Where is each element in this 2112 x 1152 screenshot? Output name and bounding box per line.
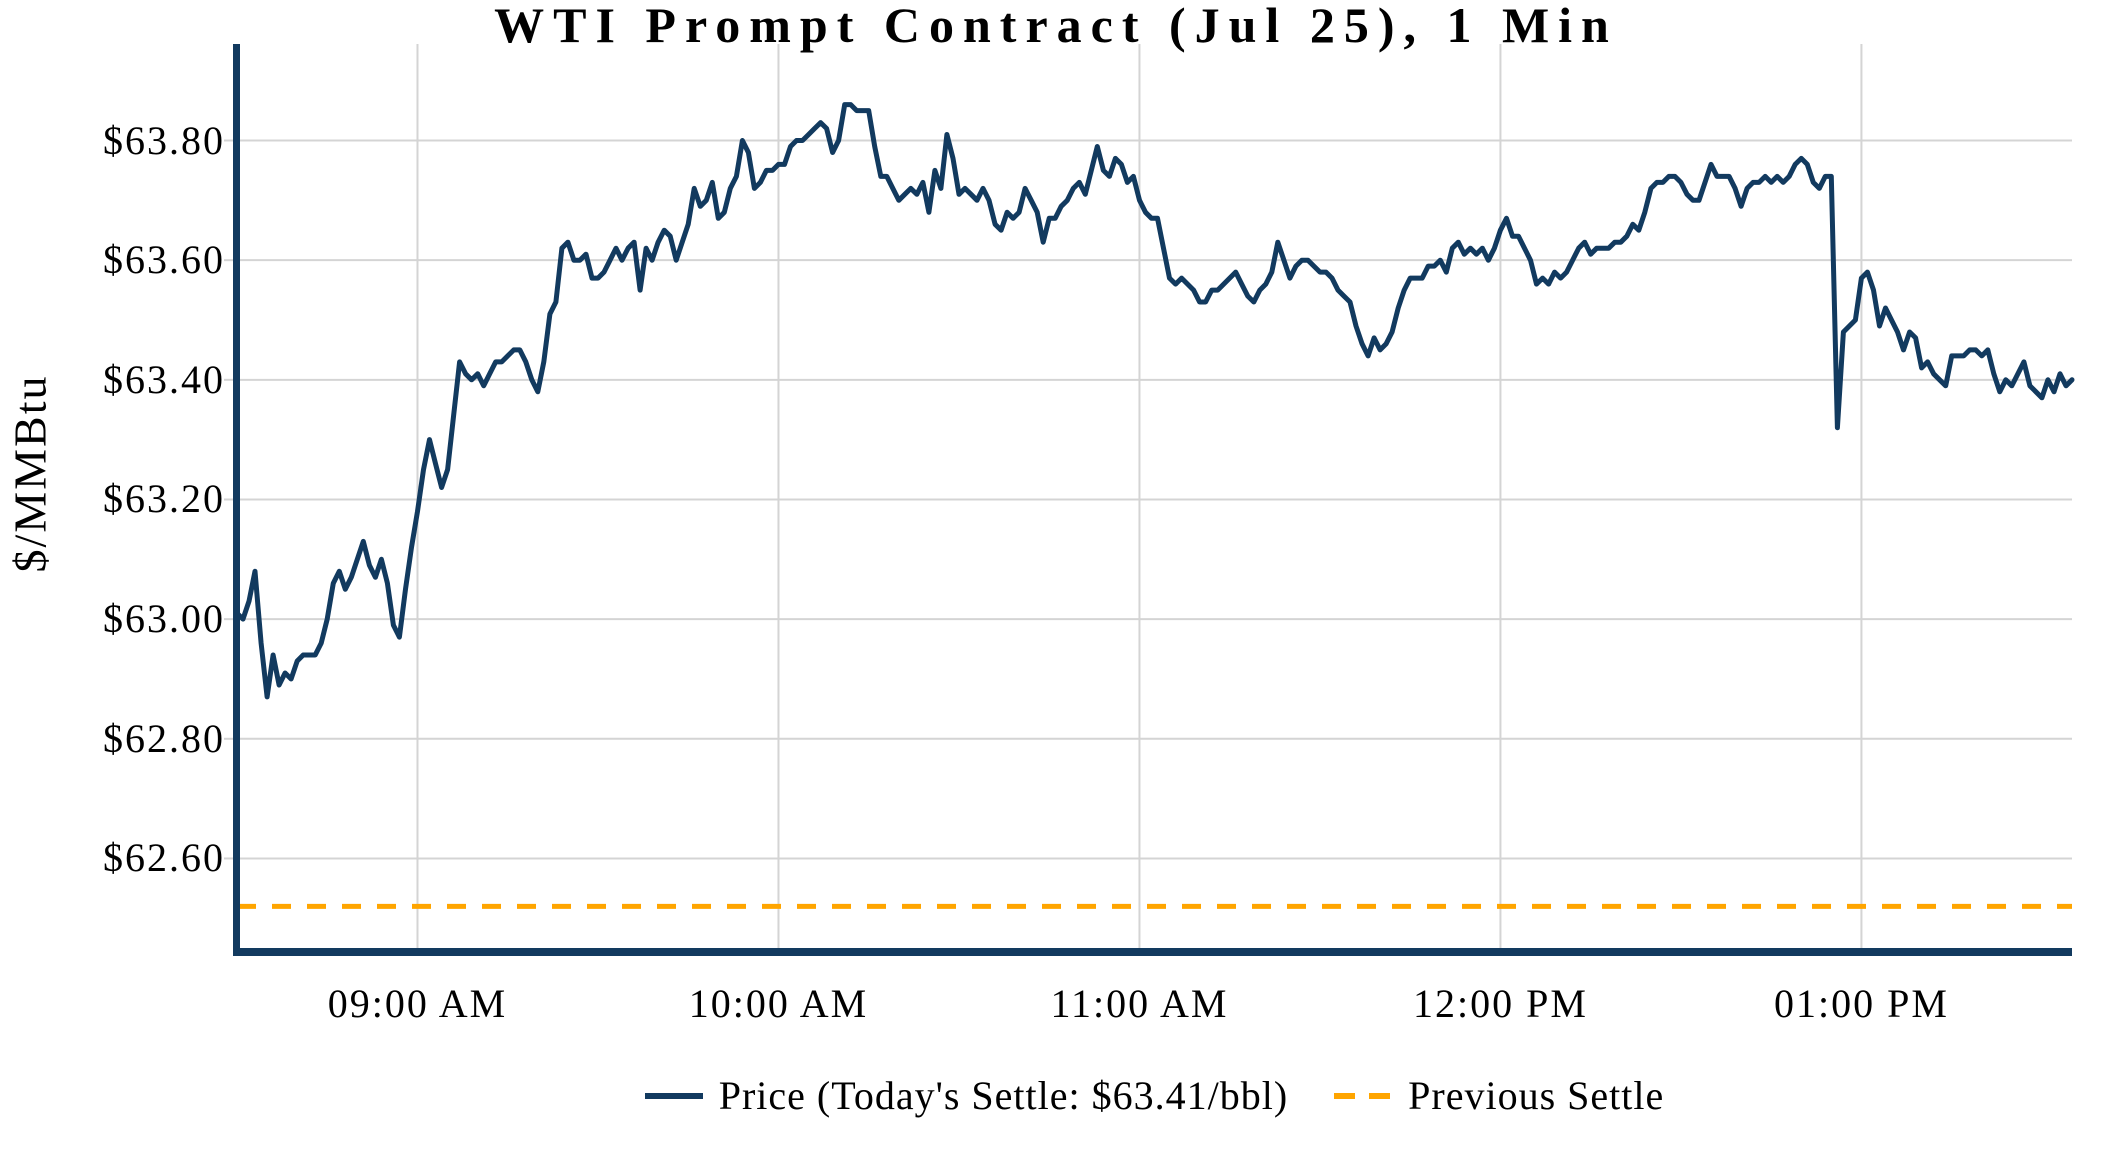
x-tick-label: 01:00 PM	[1773, 981, 1949, 1026]
legend: Price (Today's Settle: $63.41/bbl) Previ…	[237, 1072, 2072, 1119]
y-tick-label: $63.80	[103, 117, 225, 163]
y-axis-spine	[233, 44, 240, 956]
x-tick-label: 12:00 PM	[1412, 981, 1588, 1026]
y-tick-label: $63.00	[103, 596, 225, 642]
price-line	[234, 102, 2075, 700]
x-tick-label: 10:00 AM	[688, 981, 869, 1026]
y-tick-label: $62.60	[103, 835, 225, 881]
y-tick-label: $62.80	[103, 715, 225, 761]
price-line-swatch	[644, 1091, 703, 1101]
x-axis-spine	[233, 948, 2072, 956]
price-legend-label: Price (Today's Settle: $63.41/bbl)	[718, 1073, 1289, 1118]
chart-title: WTI Prompt Contract (Jul 25), 1 Min	[494, 0, 1618, 53]
previous-settle-legend-label: Previous Settle	[1408, 1073, 1665, 1118]
previous-settle-swatch	[1334, 1091, 1393, 1101]
y-tick-label: $63.60	[103, 237, 225, 283]
y-tick-label: $63.20	[103, 476, 225, 522]
x-tick-label: 09:00 AM	[327, 981, 508, 1026]
y-tick-label: $63.40	[103, 356, 225, 402]
x-tick-label: 11:00 AM	[1050, 981, 1229, 1026]
